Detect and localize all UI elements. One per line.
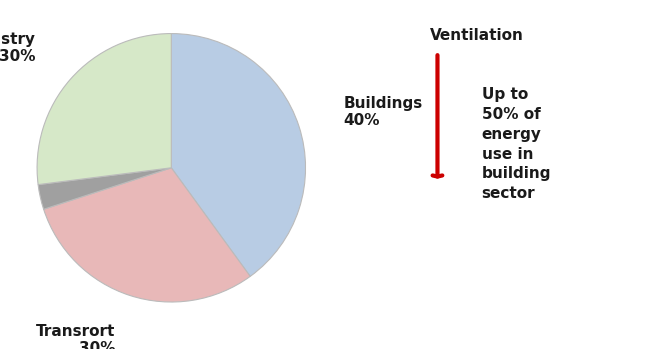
Wedge shape xyxy=(38,168,171,209)
Text: Ventilation: Ventilation xyxy=(430,28,523,43)
Wedge shape xyxy=(171,34,305,276)
Wedge shape xyxy=(44,168,250,302)
Text: Transrort
30%: Transrort 30% xyxy=(36,324,115,349)
Text: Industry
30%: Industry 30% xyxy=(0,32,35,64)
Text: Buildings
40%: Buildings 40% xyxy=(344,96,423,128)
Text: Up to
50% of
energy
use in
building
sector: Up to 50% of energy use in building sect… xyxy=(482,87,551,201)
Wedge shape xyxy=(37,34,171,185)
